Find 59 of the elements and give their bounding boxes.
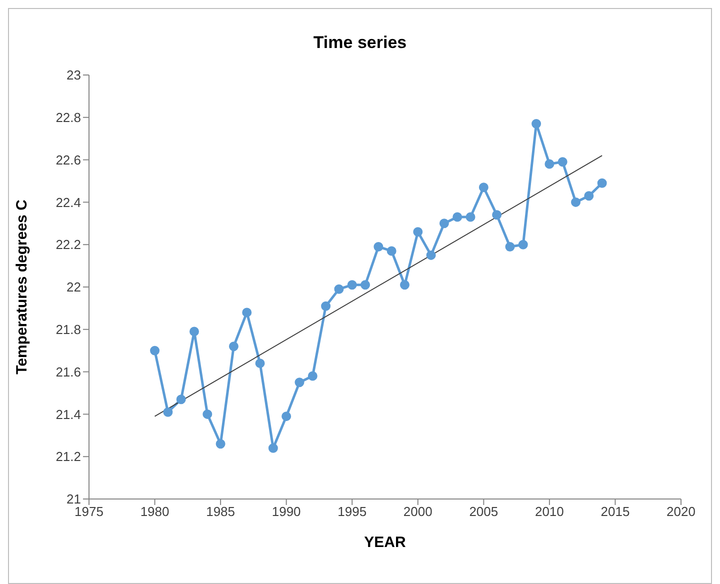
x-tick-label: 1995 xyxy=(338,504,367,520)
point xyxy=(150,346,160,356)
y-tick-label: 21.6 xyxy=(56,364,81,380)
point xyxy=(268,443,278,453)
point xyxy=(426,250,436,260)
x-tick-label: 1980 xyxy=(140,504,170,520)
y-tick-label: 22.6 xyxy=(56,152,81,168)
y-tick-label: 21.2 xyxy=(56,449,81,464)
point xyxy=(452,212,462,222)
point xyxy=(597,178,607,188)
point xyxy=(176,394,186,404)
point xyxy=(505,242,515,252)
x-tick-label: 1985 xyxy=(206,504,236,520)
x-tick-label: 1990 xyxy=(272,504,301,520)
chart-title: Time series xyxy=(312,33,408,53)
point xyxy=(400,280,410,290)
point xyxy=(584,191,594,201)
point xyxy=(439,218,449,228)
point xyxy=(321,301,331,311)
point xyxy=(386,246,396,256)
point xyxy=(228,342,238,352)
point xyxy=(216,439,226,449)
point xyxy=(255,358,265,368)
x-tick-label: 2005 xyxy=(469,504,498,520)
point xyxy=(544,159,554,169)
point xyxy=(374,242,384,252)
y-axis-title: Temperatures degrees C xyxy=(13,199,30,374)
point xyxy=(282,412,292,422)
point xyxy=(334,284,344,294)
point xyxy=(492,210,502,220)
y-tick-label: 22 xyxy=(66,280,81,295)
point xyxy=(571,197,581,207)
point xyxy=(478,182,488,192)
y-tick-label: 21.8 xyxy=(56,322,81,338)
x-tick-label: 2010 xyxy=(534,504,564,520)
y-tick-label: 22.2 xyxy=(56,237,81,252)
point xyxy=(466,212,476,222)
point xyxy=(360,280,370,290)
point xyxy=(518,240,528,250)
x-axis-title: YEAR xyxy=(364,534,406,551)
point xyxy=(294,378,304,388)
point xyxy=(532,119,542,129)
y-tick-label: 21 xyxy=(66,492,81,507)
x-tick-label: 2015 xyxy=(600,504,630,520)
y-tick-label: 23 xyxy=(66,68,81,83)
x-tick-label: 2000 xyxy=(403,504,432,520)
y-tick-label: 22.4 xyxy=(56,194,81,210)
point xyxy=(347,280,357,290)
x-tick-label: 1975 xyxy=(74,504,104,520)
point xyxy=(202,409,212,419)
point xyxy=(413,227,423,237)
point xyxy=(558,157,568,167)
point xyxy=(242,308,252,318)
point xyxy=(308,371,318,381)
x-tick-label: 2020 xyxy=(666,504,696,520)
point xyxy=(163,407,173,417)
y-tick-label: 22.8 xyxy=(56,110,81,126)
y-tick-label: 21.4 xyxy=(56,406,81,422)
point xyxy=(189,326,199,336)
